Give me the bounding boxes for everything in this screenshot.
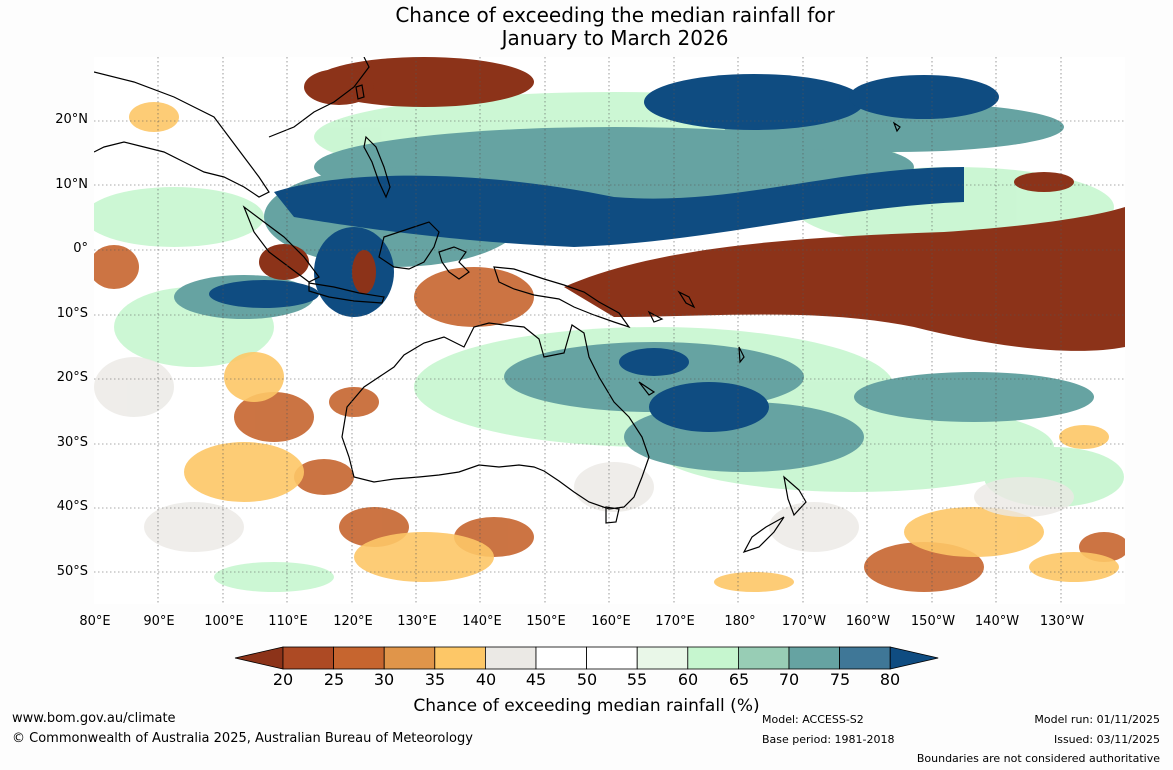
lon-label-180: 180° — [724, 614, 756, 629]
new-guinea-coastline — [493, 266, 631, 329]
website-link[interactable]: www.bom.gov.au/climate — [12, 711, 176, 726]
colorbar-tick: 35 — [424, 670, 446, 689]
colorbar-tick: 55 — [626, 670, 648, 689]
lon-label-110e: 110°E — [268, 614, 308, 629]
colorbar-segment — [535, 646, 587, 670]
lon-label-130w: 130°W — [1039, 614, 1085, 629]
lon-label-170e: 170°E — [655, 614, 695, 629]
lat-label-equator: 0° — [73, 241, 88, 256]
colorbar-segment — [636, 646, 689, 670]
new-zealand-coastline — [742, 475, 807, 554]
coastlines — [94, 57, 901, 554]
lat-label-10n: 10°N — [55, 177, 88, 192]
colorbar-segment — [737, 646, 790, 670]
colorbar-segment — [687, 646, 739, 670]
pacific-islands-coastline — [638, 121, 901, 396]
lon-label-90e: 90°E — [143, 614, 175, 629]
lon-label-130e: 130°E — [397, 614, 437, 629]
lat-label-20s: 20°S — [56, 370, 88, 385]
colorbar-tick: 60 — [677, 670, 699, 689]
colorbar-segment — [282, 646, 334, 670]
field-35-40 — [129, 102, 1119, 592]
model-run-info: Model run: 01/11/2025 — [1034, 713, 1160, 726]
colorbar-segments — [234, 646, 939, 670]
field-40-45 — [94, 357, 1074, 552]
australia-coastline — [341, 322, 650, 510]
borneo-coastline — [378, 221, 440, 270]
colorbar-tick: 40 — [475, 670, 497, 689]
colorbar-segment — [383, 646, 436, 670]
lon-label-160e: 160°E — [591, 614, 631, 629]
field-below-25 — [259, 57, 1125, 351]
colorbar-tick: 30 — [373, 670, 395, 689]
colorbar-arrow-high — [889, 646, 939, 670]
sulawesi-coastline — [438, 246, 470, 280]
colorbar-tick: 80 — [879, 670, 901, 689]
colorbar-tick: 25 — [323, 670, 345, 689]
java-coastline — [308, 282, 385, 304]
colorbar-segment — [333, 646, 385, 670]
colorbar-segment — [434, 646, 486, 670]
map-title-line-1: Chance of exceeding the median rainfall … — [395, 3, 835, 27]
map-title: Chance of exceeding the median rainfall … — [0, 4, 1173, 50]
tasmania-coastline — [605, 506, 620, 524]
colorbar-segment — [839, 646, 891, 670]
lon-label-170w: 170°W — [781, 614, 827, 629]
colorbar-tick: 75 — [829, 670, 851, 689]
lat-label-20n: 20°N — [55, 112, 88, 127]
colorbar — [234, 646, 939, 670]
lat-label-10s: 10°S — [56, 306, 88, 321]
lat-label-50s: 50°S — [56, 564, 88, 579]
lat-label-30s: 30°S — [56, 435, 88, 450]
lon-label-100e: 100°E — [204, 614, 244, 629]
colorbar-segment — [484, 646, 537, 670]
colorbar-arrow-low — [234, 646, 284, 670]
boundaries-disclaimer: Boundaries are not considered authoritat… — [916, 752, 1160, 765]
sumatra-coastline — [242, 205, 320, 283]
lon-label-160w: 160°W — [845, 614, 891, 629]
colorbar-label: Chance of exceeding median rainfall (%) — [413, 696, 760, 716]
colorbar-segment — [788, 646, 840, 670]
lon-label-120e: 120°E — [333, 614, 373, 629]
issued-date: Issued: 03/11/2025 — [1053, 733, 1160, 746]
lat-label-40s: 40°S — [56, 499, 88, 514]
rainfall-map — [94, 57, 1125, 604]
rainfall-map-canvas — [94, 57, 1125, 604]
lon-label-140w: 140°W — [974, 614, 1020, 629]
lon-label-150w: 150°W — [910, 614, 956, 629]
lon-label-150e: 150°E — [526, 614, 566, 629]
colorbar-tick: 70 — [778, 670, 800, 689]
copyright-text: © Commonwealth of Australia 2025, Austra… — [12, 731, 473, 746]
asia-mainland-coastline — [94, 57, 370, 198]
colorbar-tick: 50 — [576, 670, 598, 689]
probability-fields — [94, 57, 1125, 592]
taiwan-coastline — [355, 84, 365, 100]
colorbar-segment — [586, 646, 638, 670]
lon-label-140e: 140°E — [462, 614, 502, 629]
base-period-info: Base period: 1981-2018 — [762, 733, 895, 746]
philippines-coastline — [363, 135, 391, 199]
map-title-line-2: January to March 2026 — [501, 26, 729, 50]
colorbar-tick: 45 — [525, 670, 547, 689]
lon-label-80e: 80°E — [79, 614, 111, 629]
gridlines — [94, 57, 1125, 604]
colorbar-tick: 65 — [728, 670, 750, 689]
field-above-80 — [209, 74, 999, 432]
colorbar-tick: 20 — [272, 670, 294, 689]
model-info: Model: ACCESS-S2 — [762, 713, 864, 726]
